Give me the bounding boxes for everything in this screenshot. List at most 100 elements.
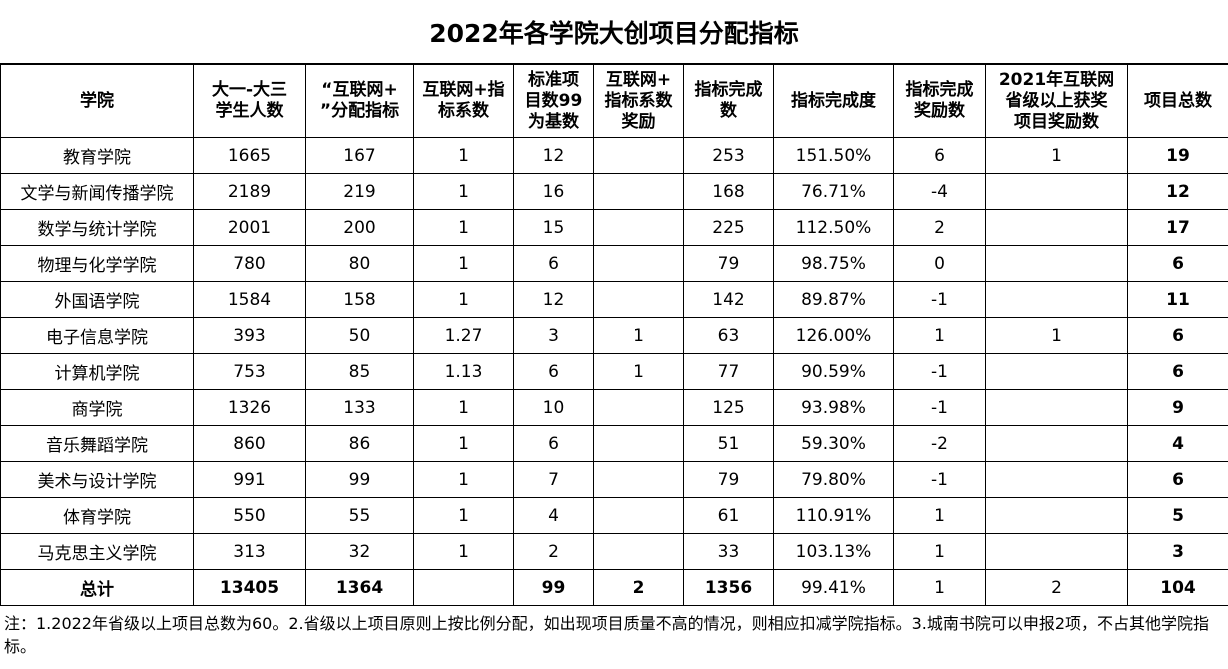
table-cell: 219 <box>305 173 414 210</box>
table-body: 教育学院 1665 167 1 12 253 151.50% 6 1 19 文学与新闻传播学院 218… <box>0 137 1228 606</box>
empty-cell <box>413 569 514 606</box>
table-cell: 1 <box>413 389 514 426</box>
table-cell: 50 <box>305 317 414 354</box>
table-cell: 780 <box>193 245 306 282</box>
empty-cell <box>985 281 1128 318</box>
header-line: 目数99 <box>524 90 583 111</box>
table-cell: 142 <box>683 281 774 318</box>
empty-cell <box>593 209 684 246</box>
table-row: 计算机学院 753 85 1.13 6 1 77 90.59% -1 6 <box>0 353 1228 390</box>
table-row: 马克思主义学院 313 32 1 2 33 103.13% 1 3 <box>0 533 1228 570</box>
header-row: 学院 大一-大三 学生人数 “互联网+ ”分配指标 互联网+指 标系数 标准项 目数99 为基数互… <box>0 64 1228 138</box>
table-cell: 1.27 <box>413 317 514 354</box>
table-cell: 2 <box>893 209 986 246</box>
note: 注：1.2022年省级以上项目总数为60。2.省级以上项目原则上按比例分配，如出… <box>4 614 1210 656</box>
table-cell: 1 <box>413 281 514 318</box>
table-cell: 马克思主义学院 <box>0 533 194 570</box>
table-cell: 253 <box>683 137 774 174</box>
table-cell: 225 <box>683 209 774 246</box>
header-cell: 学院 <box>0 64 194 138</box>
table-cell: 12 <box>1127 173 1228 210</box>
table-cell: 90.59% <box>773 353 894 390</box>
table-cell: 51 <box>683 425 774 462</box>
table-cell: 393 <box>193 317 306 354</box>
empty-cell <box>593 497 684 534</box>
table-cell: 79.80% <box>773 461 894 498</box>
total-cell: 2 <box>593 569 684 606</box>
empty-cell <box>593 281 684 318</box>
total-cell: 1364 <box>305 569 414 606</box>
empty-cell <box>985 209 1128 246</box>
empty-cell <box>593 425 684 462</box>
table-row: 外国语学院 1584 158 1 12 142 89.87% -1 11 <box>0 281 1228 318</box>
total-cell: 2 <box>985 569 1128 606</box>
header-line: 项目奖励数 <box>1014 111 1099 132</box>
table-cell: 158 <box>305 281 414 318</box>
table-cell: 80 <box>305 245 414 282</box>
header-line: 指标完成度 <box>791 90 876 111</box>
table-cell: 外国语学院 <box>0 281 194 318</box>
total-cell: 104 <box>1127 569 1228 606</box>
table-cell: 86 <box>305 425 414 462</box>
table-cell: 6 <box>1127 353 1228 390</box>
table-cell: 1 <box>413 173 514 210</box>
table-cell: 6 <box>513 245 594 282</box>
table-cell: 1 <box>893 497 986 534</box>
header-line: 为基数 <box>528 111 579 132</box>
table-cell: 79 <box>683 461 774 498</box>
table-cell: 168 <box>683 173 774 210</box>
table-cell: -1 <box>893 353 986 390</box>
table-cell: 美术与设计学院 <box>0 461 194 498</box>
header-line: 指标完成 <box>905 80 974 100</box>
header-line: 标系数 <box>438 101 489 121</box>
table-row: 音乐舞蹈学院 860 86 1 6 51 59.30% -2 4 <box>0 425 1228 462</box>
header-line: 标准项 <box>528 69 579 90</box>
header-cell: 指标完成数 <box>683 64 774 138</box>
header-cell: 指标完成度 <box>773 64 894 138</box>
table-row: 数学与统计学院 2001 200 1 15 225 112.50% 2 17 <box>0 209 1228 246</box>
empty-cell <box>985 425 1128 462</box>
table-cell: 19 <box>1127 137 1228 174</box>
total-cell: 总计 <box>0 569 194 606</box>
table-cell: 教育学院 <box>0 137 194 174</box>
table-cell: 63 <box>683 317 774 354</box>
table-cell: 991 <box>193 461 306 498</box>
table-cell: 12 <box>513 281 594 318</box>
total-cell: 99 <box>513 569 594 606</box>
table-cell: 3 <box>1127 533 1228 570</box>
table-cell: 167 <box>305 137 414 174</box>
table-cell: 98.75% <box>773 245 894 282</box>
table-cell: 电子信息学院 <box>0 317 194 354</box>
title: 2022年各学院大创项目分配指标 <box>0 0 1228 64</box>
table-cell: 1326 <box>193 389 306 426</box>
table-cell: 1 <box>593 317 684 354</box>
total-cell: 1 <box>893 569 986 606</box>
table-cell: 6 <box>513 353 594 390</box>
table-row: 电子信息学院 393 50 1.27 3 1 63 126.00% 1 1 6 <box>0 317 1228 354</box>
table-cell: 15 <box>513 209 594 246</box>
table-cell: 313 <box>193 533 306 570</box>
table-cell: 物理与化学学院 <box>0 245 194 282</box>
table-cell: 61 <box>683 497 774 534</box>
table-row: 教育学院 1665 167 1 12 253 151.50% 6 1 19 <box>0 137 1228 174</box>
table-row: 文学与新闻传播学院 2189 219 1 16 168 76.71% -4 12 <box>0 173 1228 210</box>
empty-cell <box>985 461 1128 498</box>
header-line: ”分配指标 <box>319 101 400 121</box>
header-cell: 2021年互联网 省级以上获奖 项目奖励数 <box>985 64 1128 138</box>
table-cell: 33 <box>683 533 774 570</box>
total-cell: 1356 <box>683 569 774 606</box>
table-cell: 数学与统计学院 <box>0 209 194 246</box>
table-cell: 2189 <box>193 173 306 210</box>
table-cell: 6 <box>1127 461 1228 498</box>
table-cell: 1 <box>593 353 684 390</box>
total-cell: 13405 <box>193 569 306 606</box>
empty-cell <box>593 245 684 282</box>
table-cell: 11 <box>1127 281 1228 318</box>
table-cell: 32 <box>305 533 414 570</box>
empty-cell <box>985 389 1128 426</box>
table-cell: -4 <box>893 173 986 210</box>
table-cell: 1 <box>413 245 514 282</box>
table-cell: 6 <box>893 137 986 174</box>
header-line: 大一-大三 <box>211 80 288 100</box>
